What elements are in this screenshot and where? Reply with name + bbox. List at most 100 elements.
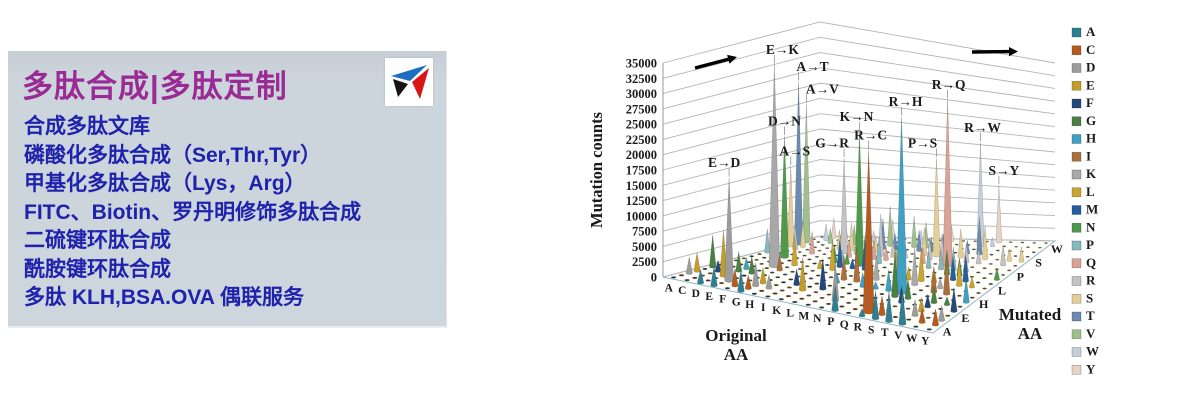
cone-A-to-S — [787, 166, 795, 248]
cone-V-to-M — [962, 254, 969, 283]
x-tick-label: W — [906, 333, 918, 345]
legend-swatch — [1071, 258, 1082, 269]
brand-logo — [385, 58, 433, 106]
floor-marker — [906, 318, 912, 321]
x-tick-label: F — [719, 294, 726, 306]
cone-A-to-T — [794, 82, 803, 246]
legend-swatch — [1071, 116, 1082, 127]
cone-C-to-S — [799, 221, 806, 248]
cone-W-to-S — [1006, 248, 1013, 262]
depth-tick-label: E — [961, 311, 969, 325]
floor-marker — [892, 305, 898, 308]
floor-marker — [814, 255, 819, 258]
floor-marker — [954, 243, 959, 246]
floor-marker — [805, 248, 810, 251]
y-tick-label: 25000 — [626, 118, 657, 132]
floor-marker — [812, 300, 818, 303]
gridline — [662, 113, 1056, 156]
floor-marker — [910, 253, 915, 255]
legend-swatch — [1071, 276, 1082, 286]
floor-marker — [819, 306, 825, 309]
mutation-3d-chart: 0 2500 5000 7500 10000 12500 15000 17500 20000 22… — [560, 0, 1200, 400]
legend-item-H: H — [1071, 131, 1096, 146]
floor-marker — [996, 249, 1000, 252]
legend-label: M — [1086, 202, 1098, 217]
legend-swatch — [1071, 240, 1082, 251]
floor-marker — [881, 274, 886, 277]
floor-marker — [969, 275, 974, 278]
floor-marker — [802, 254, 807, 257]
floor-marker — [976, 271, 981, 274]
gridline — [662, 159, 1056, 202]
floor-marker — [684, 279, 690, 282]
gridline — [662, 204, 1056, 247]
depth-tick-label: S — [1035, 256, 1042, 270]
legend-item-D: D — [1071, 60, 1095, 75]
floor-marker — [746, 261, 752, 264]
floor-marker — [1020, 241, 1025, 244]
legend-item-A: A — [1071, 24, 1096, 39]
floor-marker — [970, 266, 975, 268]
cone-Y-to-N — [993, 267, 1000, 281]
floor-marker — [757, 253, 762, 255]
legend-swatch — [1071, 98, 1082, 109]
cone-G-to-E — [759, 267, 767, 285]
floor-marker — [1025, 255, 1030, 258]
x-axis-title: Original — [705, 326, 767, 345]
floor-marker — [826, 302, 831, 305]
x-tick-label: A — [665, 282, 674, 294]
floor-marker — [1026, 246, 1030, 248]
x-tick-label: P — [827, 316, 834, 328]
y-tick-label: 30000 — [626, 87, 657, 101]
service-list: 合成多肽文库 磷酸化多肽合成（Ser,Thr,Tyr） 甲基化多肽合成（Lys，… — [24, 113, 361, 313]
cone-Y-to-C — [932, 309, 939, 327]
floor-marker — [1013, 255, 1018, 257]
cone-W-to-R — [1000, 244, 1007, 267]
floor-marker — [888, 271, 893, 274]
cone-D-to-A — [697, 269, 705, 285]
annotation-R-C: R→C — [854, 128, 887, 143]
floor-marker — [846, 311, 852, 314]
legend-item-I: I — [1071, 148, 1091, 163]
cone-Y-to-F — [950, 287, 958, 313]
cone-L-to-V — [911, 215, 917, 248]
floor-marker — [812, 238, 816, 241]
floor-marker — [816, 274, 821, 277]
cone-V-to-F — [924, 294, 931, 309]
x-tick-label: S — [868, 324, 874, 336]
legend-item-F: F — [1071, 95, 1094, 110]
floor-marker — [848, 275, 854, 277]
annotation-E-D: E→D — [708, 155, 741, 170]
x-tick-label: N — [813, 313, 822, 325]
floor-marker — [957, 294, 962, 297]
x-tick-label: D — [692, 288, 700, 300]
gridline — [662, 220, 1056, 263]
floor-marker — [820, 236, 824, 238]
floor-marker — [810, 269, 815, 272]
floor-marker — [825, 247, 830, 249]
cone-T-to-S — [982, 225, 989, 261]
legend-label: Q — [1086, 255, 1096, 270]
y-tick-label: 12500 — [626, 194, 657, 208]
floor-marker — [806, 294, 812, 297]
floor-marker — [741, 257, 747, 260]
cone-E-to-Q — [809, 231, 816, 255]
depth-axis-title: Mutated — [999, 305, 1062, 324]
cone-S-to-C — [878, 296, 886, 316]
y-tick-label: 0 — [651, 271, 657, 285]
cone-L-to-I — [840, 254, 848, 281]
cone-Q-to-H — [885, 269, 892, 292]
annotation-G-R: G→R — [815, 136, 849, 151]
floor-marker — [853, 288, 859, 291]
floor-marker — [945, 314, 951, 317]
floor-marker — [1001, 274, 1006, 276]
gridline — [662, 67, 1056, 110]
floor-marker — [827, 284, 833, 287]
legend-swatch — [1071, 134, 1082, 144]
cone-F-to-L — [791, 236, 798, 267]
legend-label: Y — [1086, 361, 1096, 376]
x-tick-label: Q — [840, 319, 849, 331]
gridline — [662, 82, 1056, 125]
x-tick-label: L — [786, 308, 794, 320]
service-item: 二硫键环肽合成 — [24, 229, 171, 252]
